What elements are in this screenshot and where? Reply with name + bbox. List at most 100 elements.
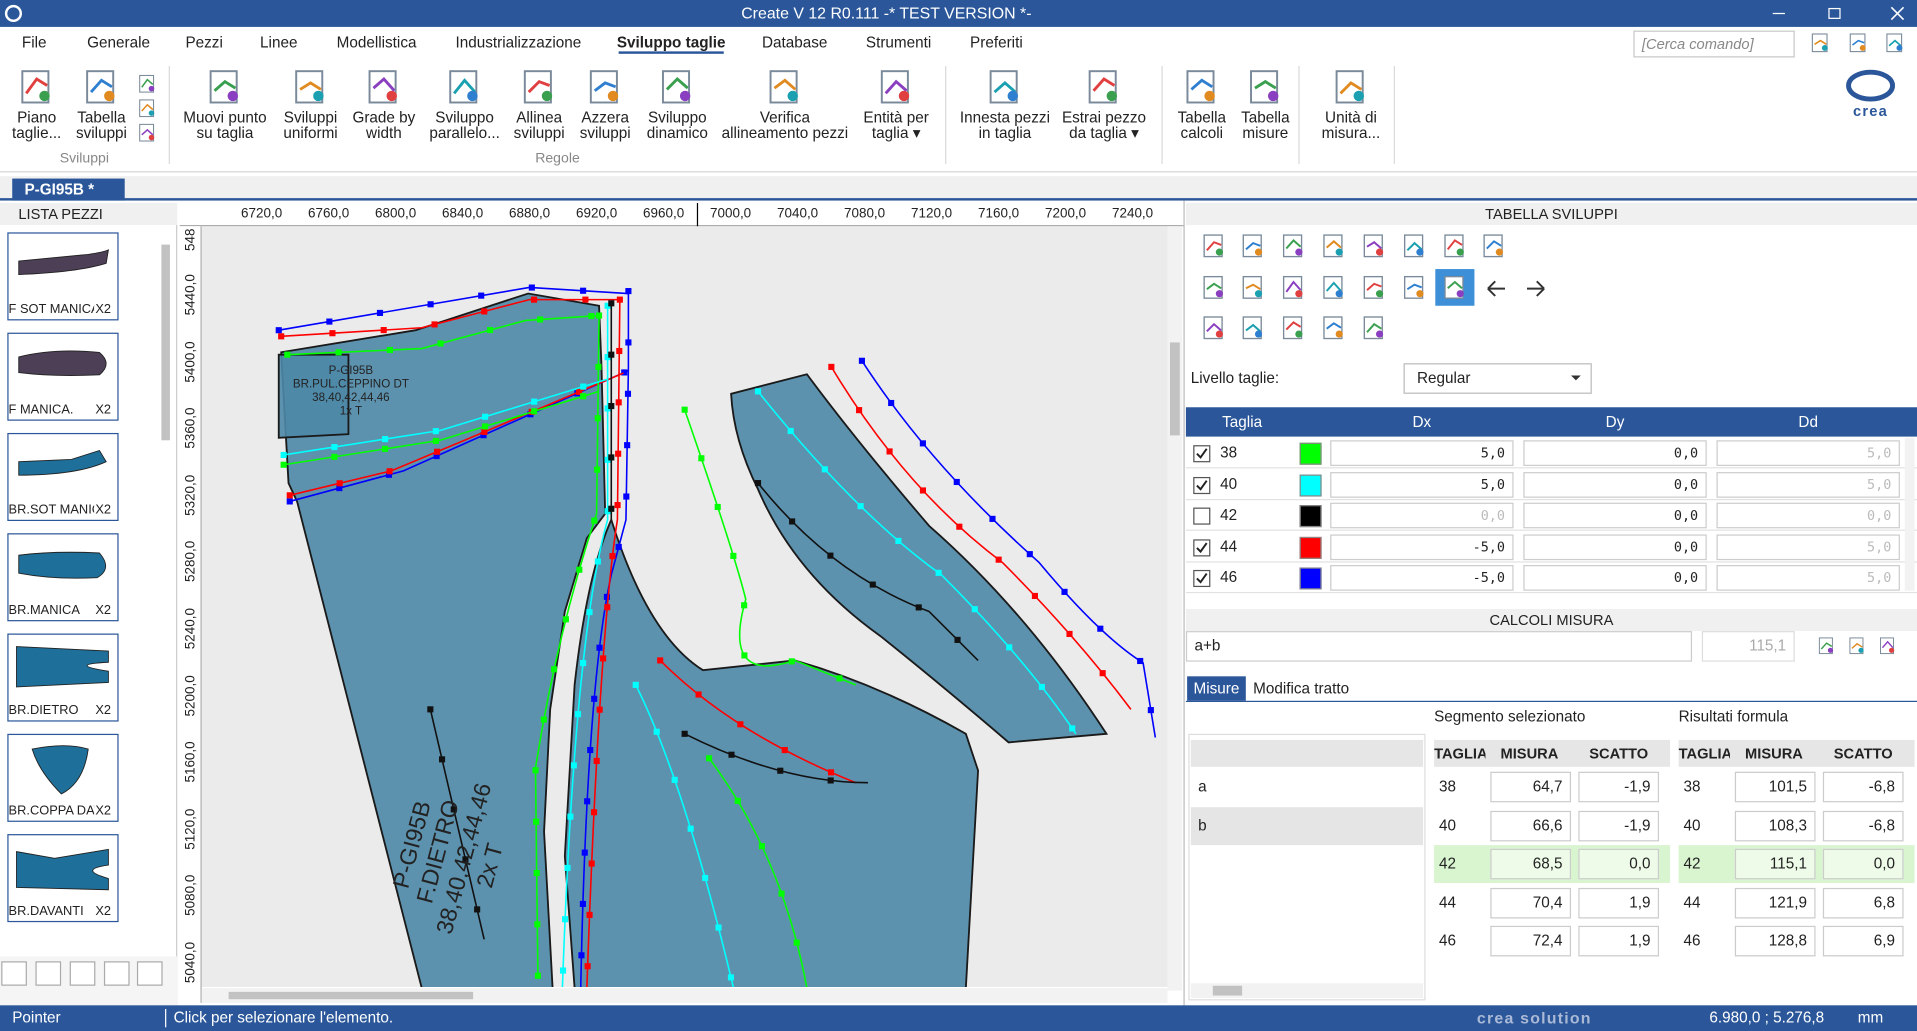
- grading-value[interactable]: 0,0: [1716, 502, 1900, 529]
- grading-point: [695, 691, 702, 698]
- size-checkbox[interactable]: [1193, 569, 1211, 588]
- grading-value[interactable]: 5,0: [1716, 440, 1900, 466]
- menu-tab[interactable]: Linee: [260, 34, 298, 52]
- ribbon-button-label[interactable]: Sviluppo parallelo...: [429, 108, 500, 142]
- menu-tab[interactable]: Preferiti: [970, 34, 1023, 52]
- grading-point: [857, 503, 864, 510]
- ribbon-button-label[interactable]: Sviluppi uniformi: [283, 108, 338, 142]
- canvas-scrollbar-h: [201, 988, 1168, 1003]
- column-header: Dy: [1605, 413, 1625, 431]
- size-checkbox[interactable]: [1193, 538, 1211, 556]
- menu-tab[interactable]: Industrializzazione: [455, 34, 582, 52]
- search-box[interactable]: [Cerca comando]: [1633, 30, 1795, 58]
- ribbon-button-label[interactable]: Grade by width: [352, 108, 416, 142]
- name-item[interactable]: b: [1190, 807, 1424, 846]
- grading-point: [777, 767, 784, 774]
- grading-point: [280, 451, 287, 459]
- value-cell: 0,0: [1822, 848, 1904, 880]
- menu-tab[interactable]: Strumenti: [865, 34, 932, 52]
- grading-value[interactable]: -5,0: [1330, 565, 1514, 591]
- ribbon-button-label[interactable]: Estrai pezzo da taglia ▾: [1061, 108, 1147, 142]
- piece-card[interactable]: [7, 633, 119, 722]
- grading-point: [474, 906, 481, 913]
- graphic: [589, 70, 619, 104]
- grading-point: [827, 552, 834, 559]
- grading-point: [737, 721, 744, 728]
- grading-point: [681, 730, 688, 737]
- ribbon-button-label[interactable]: Muovi punto su taglia: [183, 108, 267, 142]
- piece-card[interactable]: [7, 533, 119, 622]
- tab[interactable]: Modifica tratto: [1253, 679, 1350, 698]
- value-cell: 1,9: [1578, 926, 1660, 957]
- size-checkbox[interactable]: [1193, 476, 1211, 494]
- icon-stroke: [1285, 239, 1302, 250]
- menu-tab[interactable]: File: [21, 34, 47, 52]
- value-cell: 101,5: [1734, 771, 1816, 803]
- grading-value[interactable]: 0,0: [1523, 471, 1707, 498]
- grading-point: [380, 327, 387, 334]
- grading-value[interactable]: 5,0: [1716, 471, 1900, 498]
- grading-value[interactable]: -5,0: [1330, 533, 1514, 560]
- menu-tab[interactable]: Modellistica: [336, 34, 417, 52]
- ribbon-button-label[interactable]: Tabella misure: [1241, 108, 1290, 142]
- check-mark: [1196, 479, 1208, 491]
- piece-card[interactable]: [7, 733, 119, 822]
- ribbon-button-label[interactable]: Allinea sviluppi: [513, 108, 565, 142]
- ribbon-button-label[interactable]: Unità di misura...: [1321, 108, 1381, 142]
- value-cell: 115,1: [1734, 848, 1816, 880]
- icon-dot: [1267, 90, 1279, 102]
- icon-dot: [104, 90, 115, 102]
- size-color: [1299, 473, 1322, 496]
- grading-point: [632, 681, 639, 688]
- icon-stroke: [1339, 81, 1363, 95]
- menu-tab[interactable]: Sviluppo taglie: [616, 34, 726, 52]
- grading-value[interactable]: 5,0: [1716, 533, 1900, 560]
- grading-value[interactable]: 5,0: [1330, 471, 1514, 498]
- ribbon-button-label[interactable]: Tabella calcoli: [1177, 108, 1227, 142]
- icon-stroke: [527, 79, 551, 94]
- piece-card[interactable]: [7, 432, 119, 522]
- icon-dot: [148, 110, 155, 116]
- ribbon-button-label[interactable]: Verifica allineamento pezzi: [721, 108, 849, 142]
- piece-card[interactable]: [7, 232, 119, 321]
- grading-value[interactable]: 0,0: [1523, 533, 1707, 560]
- grading-point: [615, 543, 622, 550]
- document-tab[interactable]: P-GI95B *: [12, 178, 125, 201]
- icon-dot: [386, 90, 397, 102]
- toolbar-button[interactable]: [35, 961, 62, 986]
- ribbon-button-label[interactable]: Sviluppo dinamico: [646, 108, 708, 142]
- toolbar-button[interactable]: [69, 961, 96, 986]
- menu-tab[interactable]: Database: [761, 34, 828, 52]
- grading-value[interactable]: 0,0: [1330, 502, 1514, 529]
- graphic: [1483, 234, 1503, 258]
- toolbar-button[interactable]: [1, 961, 27, 986]
- graphic: [880, 70, 910, 104]
- ribbon-button-label[interactable]: Piano taglie...: [12, 108, 62, 142]
- ribbon-button-label[interactable]: Azzera sviluppi: [579, 108, 631, 142]
- icon-dot: [1254, 330, 1263, 338]
- grading-value[interactable]: 5,0: [1330, 440, 1514, 466]
- menu-tab[interactable]: Pezzi: [185, 34, 223, 52]
- grading-value[interactable]: 0,0: [1523, 502, 1707, 529]
- icon-stroke: [665, 77, 689, 91]
- name-item[interactable]: a: [1198, 777, 1207, 795]
- ribbon-button-label[interactable]: Innesta pezzi in taglia: [959, 108, 1050, 142]
- ribbon-button-label[interactable]: Tabella sviluppi: [75, 108, 127, 142]
- grading-value[interactable]: 0,0: [1523, 565, 1707, 591]
- grading-point: [741, 602, 748, 609]
- piece-card[interactable]: [7, 332, 119, 421]
- toolbar-button[interactable]: [136, 961, 163, 986]
- ribbon-button-label[interactable]: Entità per taglia ▾: [863, 108, 929, 142]
- toolbar-button[interactable]: [103, 961, 130, 986]
- size-level-select[interactable]: Regular: [1403, 363, 1592, 394]
- tab[interactable]: Misure: [1187, 676, 1246, 701]
- grading-value[interactable]: 0,0: [1523, 440, 1707, 466]
- formula-input[interactable]: a+b: [1185, 631, 1693, 662]
- piece-card[interactable]: [7, 834, 119, 923]
- size-checkbox[interactable]: [1193, 445, 1211, 463]
- grading-point: [537, 316, 544, 323]
- size-checkbox[interactable]: [1193, 507, 1211, 525]
- grading-value[interactable]: 5,0: [1716, 565, 1900, 591]
- menu-tab[interactable]: Generale: [87, 34, 151, 52]
- icon-dot: [313, 90, 324, 102]
